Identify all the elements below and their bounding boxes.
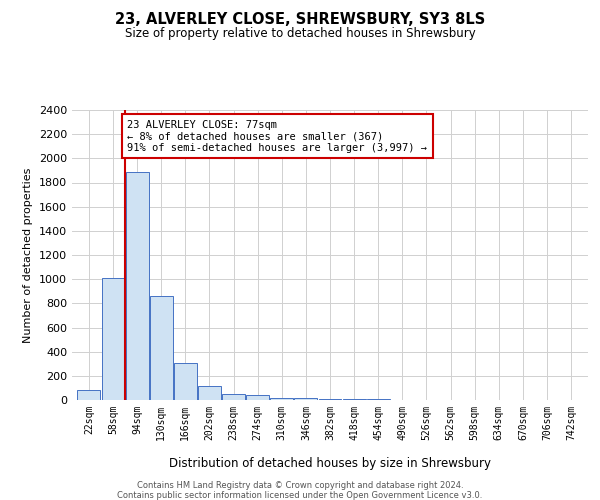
Bar — [174, 362, 197, 400]
Bar — [246, 394, 269, 400]
Y-axis label: Number of detached properties: Number of detached properties — [23, 168, 34, 342]
Bar — [222, 394, 245, 400]
Bar — [125, 172, 149, 400]
Bar — [295, 398, 317, 400]
Bar — [101, 278, 124, 400]
Bar — [271, 398, 293, 400]
Text: 23 ALVERLEY CLOSE: 77sqm
← 8% of detached houses are smaller (367)
91% of semi-d: 23 ALVERLEY CLOSE: 77sqm ← 8% of detache… — [127, 120, 427, 153]
Text: Contains HM Land Registry data © Crown copyright and database right 2024.: Contains HM Land Registry data © Crown c… — [137, 481, 463, 490]
Text: Contains public sector information licensed under the Open Government Licence v3: Contains public sector information licen… — [118, 491, 482, 500]
Bar — [77, 390, 100, 400]
Bar — [198, 386, 221, 400]
Bar — [319, 399, 341, 400]
Text: 23, ALVERLEY CLOSE, SHREWSBURY, SY3 8LS: 23, ALVERLEY CLOSE, SHREWSBURY, SY3 8LS — [115, 12, 485, 28]
Bar — [343, 399, 365, 400]
Bar — [150, 296, 173, 400]
Text: Size of property relative to detached houses in Shrewsbury: Size of property relative to detached ho… — [125, 28, 475, 40]
Text: Distribution of detached houses by size in Shrewsbury: Distribution of detached houses by size … — [169, 458, 491, 470]
